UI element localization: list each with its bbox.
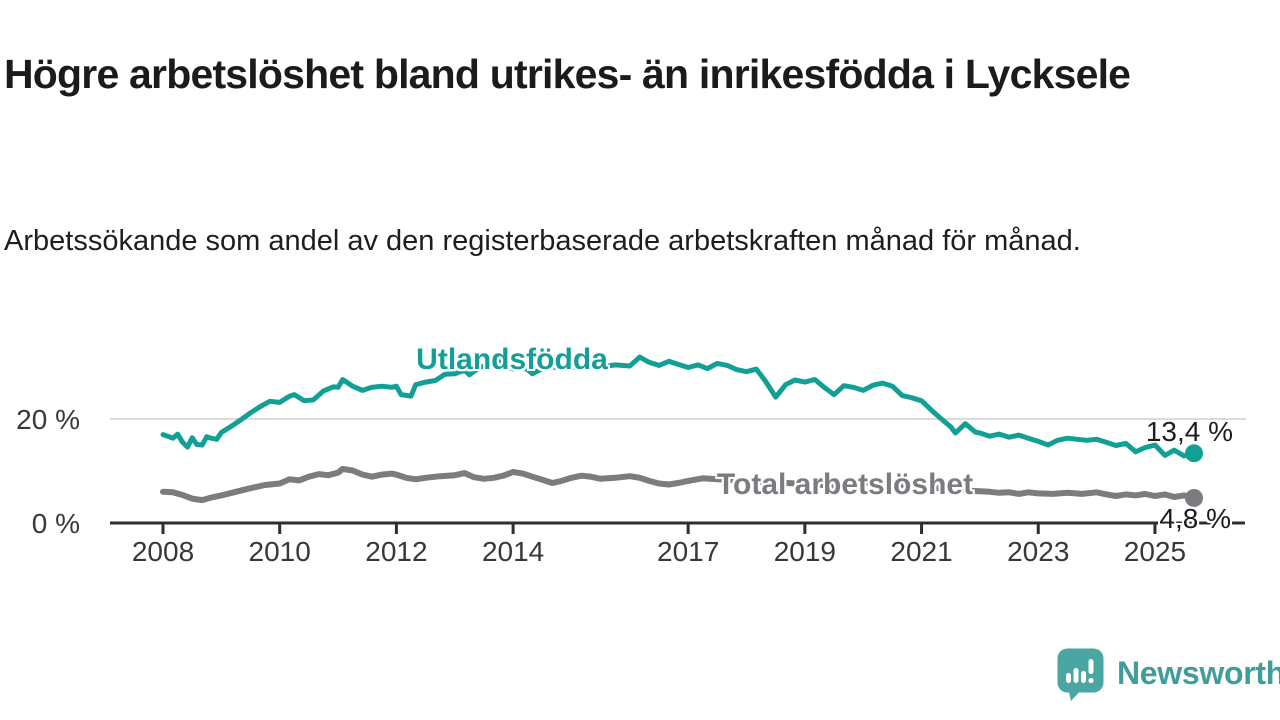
end-value-label-total-arbetsloshet: 4,8 % (1159, 503, 1231, 534)
x-tick-label: 2021 (890, 536, 953, 567)
chart-subtitle: Arbetssökande som andel av den registerb… (4, 225, 1081, 257)
x-tick-label: 2010 (248, 536, 311, 567)
y-axis-label-0: 0 % (31, 508, 80, 539)
series-end-dot-0 (1185, 444, 1203, 463)
series-label-total-arbetsloshet: Total arbetslöshet (716, 468, 974, 501)
newsworthy-logo: Newsworthy (1057, 648, 1280, 701)
series-end-dot-1 (1185, 489, 1203, 507)
series-line-1 (160, 465, 1197, 504)
end-value-label-utlandsfodda: 13,4 % (1145, 416, 1233, 447)
x-tick-label: 2019 (773, 536, 836, 567)
series-line-0 (160, 354, 1197, 459)
x-tick-label: 2023 (1007, 536, 1070, 567)
newsworthy-logo-icon (1057, 648, 1104, 701)
x-tick-label: 2017 (656, 536, 720, 567)
x-tick-label: 2025 (1123, 536, 1187, 567)
x-tick-label: 2014 (481, 536, 545, 567)
x-tick-label: 2012 (365, 536, 428, 567)
newsworthy-logo-text: Newsworthy (1117, 654, 1280, 691)
chart-title: Högre arbetslöshet bland utrikes- än inr… (4, 51, 1131, 98)
x-tick-label: 2008 (131, 536, 195, 567)
series-label-utlandsfodda: Utlandsfödda (416, 343, 608, 376)
y-axis-label-20: 20 % (16, 404, 80, 435)
